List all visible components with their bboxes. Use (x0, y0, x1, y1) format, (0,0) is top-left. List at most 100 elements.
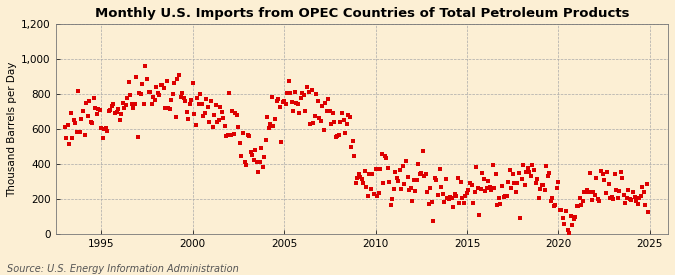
Point (579, 190, 590, 195)
Point (624, 197, 635, 201)
Point (167, 92, 178, 96)
Point (221, 134, 232, 138)
Point (460, 194, 471, 198)
Point (202, 105, 213, 109)
Point (64, 142, 75, 146)
Point (230, 110, 241, 115)
Point (160, 106, 171, 111)
Point (332, 134, 343, 138)
Point (643, 209, 653, 214)
Point (450, 192, 460, 197)
Point (542, 174, 553, 178)
Point (209, 113, 219, 117)
Point (524, 170, 535, 174)
Point (239, 160, 250, 165)
Point (62, 122, 73, 127)
Point (470, 164, 481, 169)
Point (138, 102, 149, 106)
Point (259, 155, 270, 159)
Point (560, 208, 571, 213)
Point (196, 102, 207, 106)
Point (583, 190, 594, 194)
Point (215, 105, 225, 110)
Point (538, 182, 549, 187)
Point (132, 135, 143, 139)
Point (558, 216, 568, 220)
Point (364, 172, 375, 176)
Point (416, 171, 427, 176)
Point (463, 188, 474, 193)
Point (333, 132, 344, 137)
Point (294, 111, 304, 115)
Point (611, 188, 622, 192)
Point (605, 196, 616, 200)
Point (536, 182, 547, 187)
Point (526, 174, 537, 178)
Point (503, 180, 514, 184)
Point (379, 154, 390, 158)
Point (475, 187, 486, 191)
Point (518, 163, 529, 168)
Point (151, 85, 161, 90)
Point (577, 199, 588, 203)
Point (325, 109, 335, 113)
Point (433, 193, 443, 198)
Point (527, 163, 538, 168)
Point (78, 109, 88, 113)
Point (529, 168, 539, 172)
Point (105, 108, 116, 112)
Point (319, 127, 329, 132)
Point (68, 118, 79, 123)
Point (140, 64, 151, 68)
Point (306, 88, 317, 93)
Point (620, 200, 631, 205)
Point (369, 191, 379, 196)
Point (550, 203, 561, 208)
Point (346, 145, 356, 150)
Point (172, 76, 183, 81)
Point (456, 180, 466, 185)
Point (331, 135, 342, 139)
Point (370, 166, 381, 171)
Point (146, 102, 157, 107)
Point (429, 176, 440, 180)
Point (128, 106, 138, 110)
Point (303, 90, 314, 95)
Point (285, 91, 296, 95)
Point (81, 101, 92, 105)
Point (149, 98, 160, 103)
Point (545, 199, 556, 204)
Point (355, 174, 366, 179)
Point (142, 76, 153, 81)
Point (419, 174, 430, 178)
Point (622, 196, 632, 200)
Point (206, 99, 217, 104)
Point (509, 180, 520, 185)
Point (134, 91, 145, 95)
Point (571, 204, 582, 209)
Point (250, 148, 261, 152)
Point (103, 109, 114, 114)
Point (210, 103, 221, 107)
Point (437, 191, 448, 196)
Point (224, 91, 235, 95)
Point (186, 98, 196, 103)
Point (233, 125, 244, 129)
Point (70, 120, 81, 125)
Point (634, 196, 645, 200)
Point (510, 189, 521, 194)
Point (247, 153, 258, 157)
Point (422, 190, 433, 194)
Point (570, 215, 580, 219)
Point (262, 115, 273, 119)
Point (587, 198, 597, 203)
Point (354, 171, 364, 176)
Point (61, 136, 72, 140)
Point (148, 95, 159, 100)
Point (595, 169, 606, 173)
Point (163, 106, 173, 110)
Point (381, 156, 392, 160)
Point (564, 231, 574, 236)
Point (161, 79, 172, 83)
Point (451, 194, 462, 198)
